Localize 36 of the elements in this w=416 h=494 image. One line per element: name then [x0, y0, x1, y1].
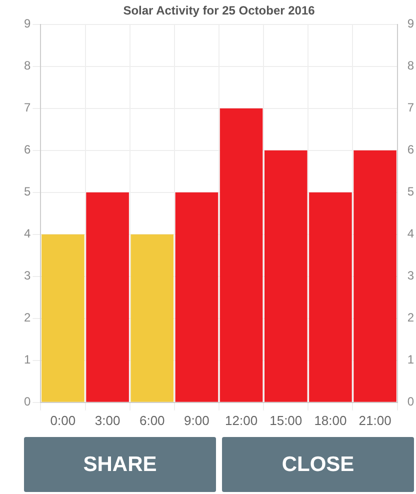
bar — [220, 108, 263, 402]
bar — [175, 192, 218, 402]
x-tick-label: 21:00 — [358, 412, 392, 428]
y-tick-label: 0 — [24, 394, 31, 409]
y-tick-label: 3 — [24, 268, 31, 283]
y2-tick-label: 9 — [407, 16, 414, 31]
y2-tick-label: 8 — [407, 58, 414, 73]
y2-tick-label: 2 — [407, 310, 414, 325]
y-tick-label: 7 — [24, 100, 31, 115]
y-tick-label: 5 — [24, 184, 31, 199]
y-tick-label: 9 — [24, 16, 31, 31]
y-tick-label: 2 — [24, 310, 31, 325]
y-tick-label: 4 — [24, 226, 31, 241]
x-tick-label: 12:00 — [225, 412, 258, 428]
y2-tick-label: 5 — [407, 184, 414, 199]
x-tick-label: 6:00 — [139, 412, 165, 428]
x-tick-label: 0:00 — [50, 412, 76, 428]
x-tick-label: 18:00 — [314, 412, 347, 428]
y-tick-label: 1 — [24, 352, 31, 367]
y2-tick-label: 7 — [407, 100, 414, 115]
bar — [86, 192, 129, 402]
y-tick-label: 8 — [24, 58, 31, 73]
y-tick-label: 6 — [24, 142, 31, 157]
bar — [42, 234, 84, 402]
y2-tick-label: 4 — [407, 226, 414, 241]
button[interactable]: SHARE — [24, 437, 216, 492]
x-tick-label: 15:00 — [270, 412, 302, 428]
y2-tick-label: 3 — [407, 268, 414, 283]
y2-tick-label: 1 — [407, 352, 414, 367]
chart-title: Solar Activity for 25 October 2016 — [123, 4, 316, 18]
bar — [130, 234, 174, 402]
y2-tick-label: 6 — [407, 142, 414, 157]
x-tick-label: 9:00 — [184, 412, 210, 428]
y2-tick-label: 0 — [407, 394, 414, 409]
x-tick-label: 3:00 — [94, 412, 120, 428]
button[interactable]: CLOSE — [222, 437, 414, 492]
